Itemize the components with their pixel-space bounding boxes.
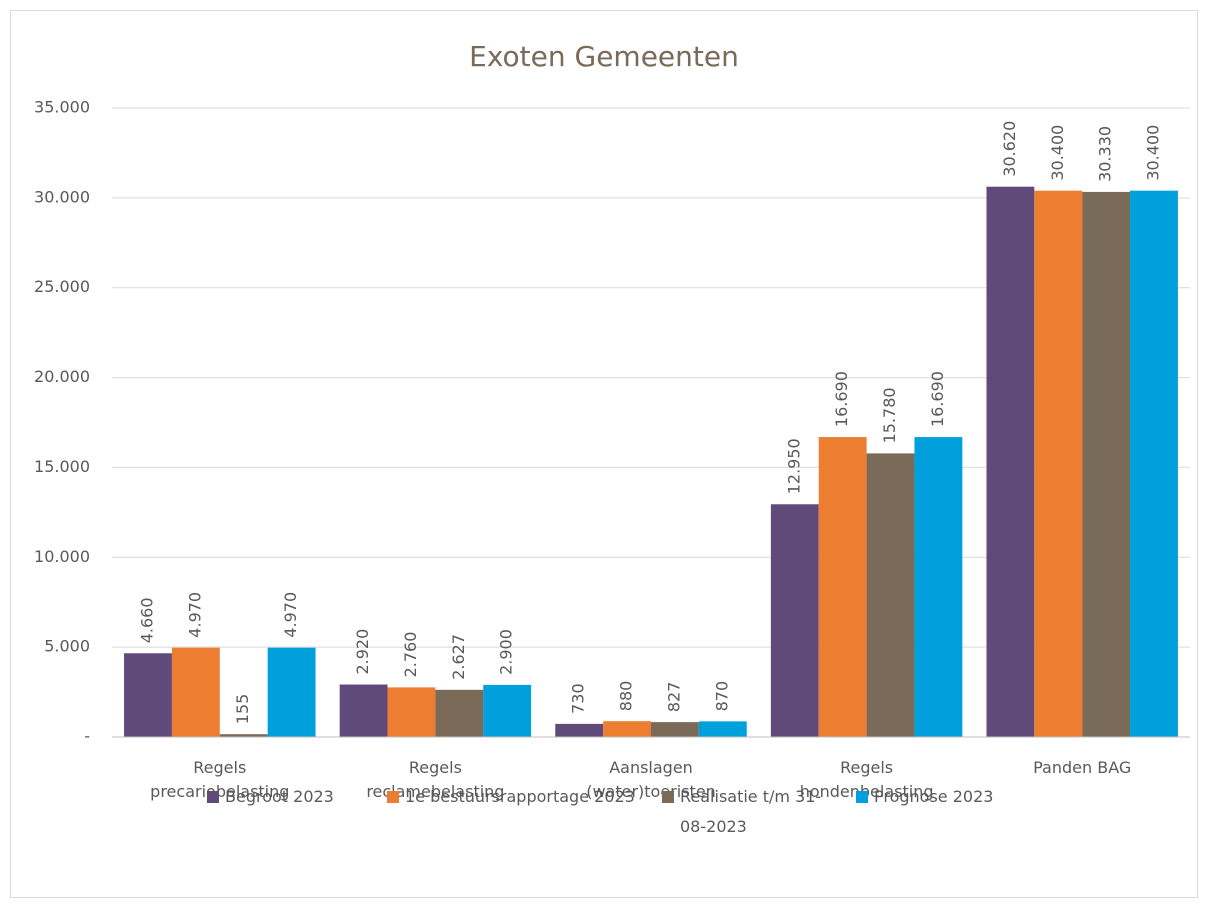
data-label: 12.950 — [784, 438, 803, 494]
bar — [1130, 190, 1178, 737]
legend-label: Realisatie t/m 31-08-2023 — [680, 787, 822, 836]
bar — [171, 647, 220, 737]
bar — [483, 684, 532, 737]
legend-label: Prognose 2023 — [874, 787, 994, 806]
legend-swatch — [207, 791, 219, 803]
data-label: 15.780 — [880, 387, 899, 443]
bar — [698, 721, 747, 737]
data-label: 870 — [712, 681, 731, 712]
x-tick-label: Panden BAG — [1033, 758, 1132, 777]
bar — [124, 653, 172, 737]
bar — [866, 453, 915, 737]
data-label: 30.400 — [1048, 125, 1067, 181]
y-tick-label: 25.000 — [34, 277, 90, 296]
y-tick-label: - — [84, 727, 90, 746]
bar — [986, 186, 1035, 738]
data-label: 16.690 — [928, 371, 947, 427]
data-label: 30.330 — [1096, 126, 1115, 182]
legend-swatch — [387, 791, 399, 803]
data-label: 880 — [617, 681, 636, 712]
legend-label: 1e bestuursrapportage 2023 — [405, 787, 635, 806]
y-tick-label: 5.000 — [44, 637, 90, 656]
chart-title: Exoten Gemeenten — [469, 40, 739, 73]
x-tick-label: Regels reclamebelasting — [366, 758, 505, 801]
chart-frame — [10, 10, 1198, 898]
x-tick-label: Aanslagen (water)toeristen — [586, 758, 716, 801]
legend-label: Begroot 2023 — [225, 787, 334, 806]
data-label: 730 — [569, 683, 588, 714]
bar — [651, 722, 699, 737]
data-label: 4.660 — [138, 597, 157, 643]
bar — [219, 734, 268, 737]
bar — [555, 723, 604, 737]
data-label: 827 — [664, 682, 683, 713]
data-label: 2.920 — [353, 629, 372, 675]
data-label: 4.970 — [185, 592, 204, 638]
data-label: 16.690 — [832, 371, 851, 427]
y-tick-label: 10.000 — [34, 547, 90, 566]
data-label: 2.627 — [449, 634, 468, 680]
bar — [387, 687, 436, 737]
y-tick-label: 35.000 — [34, 98, 90, 117]
data-label: 4.970 — [281, 592, 300, 638]
data-label: 155 — [233, 694, 252, 725]
bar — [435, 689, 484, 737]
y-tick-label: 30.000 — [34, 187, 90, 206]
bar — [339, 684, 388, 737]
bar — [267, 647, 316, 737]
legend-swatch — [856, 791, 868, 803]
y-tick-label: 15.000 — [34, 457, 90, 476]
data-label: 30.620 — [1000, 121, 1019, 177]
bar — [1034, 190, 1083, 737]
bar — [603, 721, 651, 737]
bar — [914, 437, 963, 737]
y-tick-label: 20.000 — [34, 367, 90, 386]
data-label: 30.400 — [1143, 125, 1162, 181]
x-tick-label: Regels precariobelasting — [150, 758, 290, 801]
bar — [1082, 191, 1131, 737]
data-label: 2.900 — [497, 629, 516, 675]
data-label: 2.760 — [401, 632, 420, 678]
bar — [770, 504, 819, 737]
legend-swatch — [662, 791, 674, 803]
bar — [818, 437, 867, 737]
